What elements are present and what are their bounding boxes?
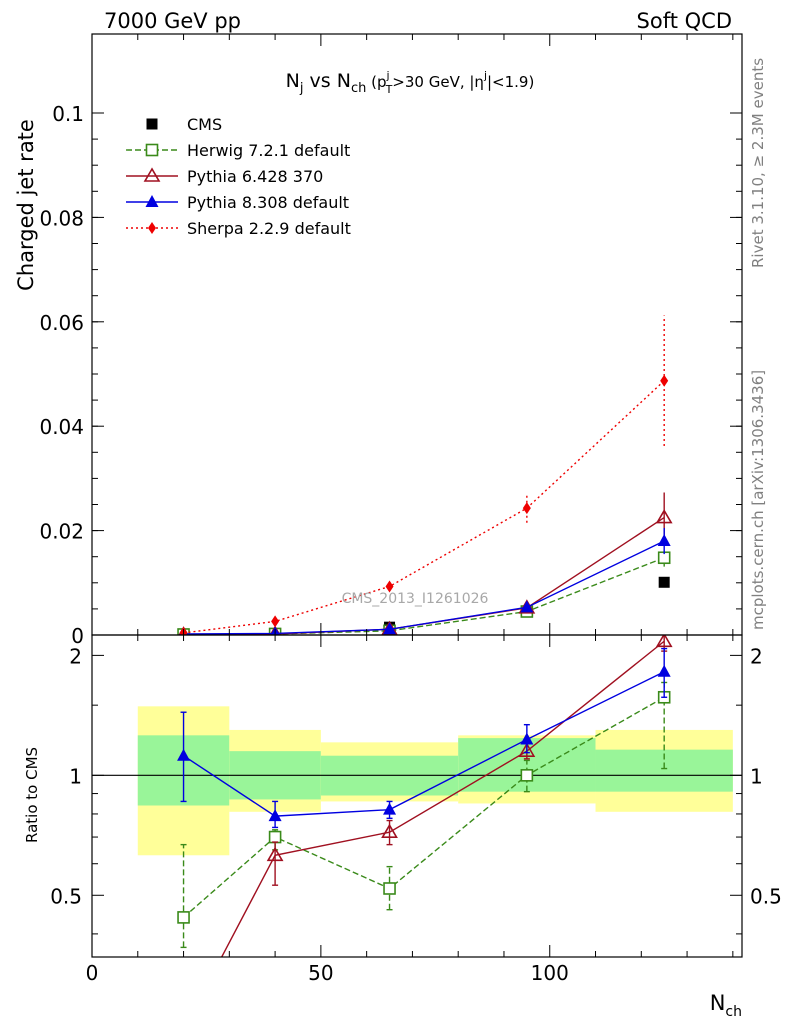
main-marker-pythia6	[655, 508, 673, 524]
main-series-line-pythia8	[183, 540, 665, 635]
x-axis-label: Nch	[710, 991, 742, 1020]
ratio-marker-herwig	[383, 882, 396, 895]
title-vs: vs	[304, 70, 337, 92]
title-n-sub: j	[299, 81, 304, 96]
legend-marker-sherpa	[148, 222, 156, 234]
main-marker-cms	[658, 576, 670, 588]
main-marker-pythia8	[520, 600, 534, 613]
ratio-y-tick-label: 2	[69, 644, 82, 668]
title-close: |<1.9)	[487, 73, 534, 91]
ratio-marker-pythia8	[520, 732, 534, 745]
ratio-series-line-pythia6	[220, 640, 665, 957]
ratio-y-tick-label-right: 0.5	[750, 884, 782, 908]
ratio-y-tick-label-right: 1	[750, 764, 763, 788]
ratio-x-tick-label: 100	[531, 961, 569, 985]
ratio-marker-pythia6	[655, 635, 673, 648]
main-y-tick-label: 0	[71, 624, 84, 648]
ratio-y-tick-label-right: 2	[750, 644, 763, 668]
legend-label-herwig: Herwig 7.2.1 default	[187, 141, 350, 160]
ratio-marker-pythia8	[383, 802, 397, 815]
title-n2-sub: ch	[351, 81, 366, 96]
legend-label-pythia6: Pythia 6.428 370	[187, 167, 323, 186]
title-n2: N	[337, 70, 351, 92]
legend-label-cms: CMS	[187, 115, 222, 134]
main-y-axis-label: Charged jet rate	[14, 119, 38, 291]
ratio-y-axis-label: Ratio to CMS	[23, 747, 41, 843]
main-y-tick-label: 0.1	[52, 102, 84, 126]
rivet-label: Rivet 3.1.10, ≥ 2.3M events	[749, 58, 767, 268]
legend-marker-cms	[146, 118, 158, 130]
main-marker-sherpa	[522, 502, 531, 515]
x-axis-label-sub: ch	[725, 1004, 742, 1020]
main-y-tick-label: 0.08	[39, 206, 84, 230]
legend-label-pythia8: Pythia 8.308 default	[187, 193, 349, 212]
main-y-tick-label: 0.04	[39, 415, 84, 439]
header-left: 7000 GeV pp	[104, 9, 241, 33]
title-pt-sub: T	[385, 83, 393, 96]
ratio-marker-herwig	[268, 830, 282, 844]
ratio-data-layer	[92, 635, 742, 957]
ratio-marker-herwig	[520, 769, 534, 782]
ratio-marker-pythia8	[268, 809, 282, 822]
ratio-marker-pythia6	[266, 846, 284, 862]
main-marker-sherpa	[660, 374, 669, 387]
legend-marker-pythia6	[143, 167, 161, 182]
title-eta-sup: j	[483, 69, 487, 82]
legend-label-sherpa: Sherpa 2.2.9 default	[187, 219, 351, 238]
x-axis-label-main: N	[710, 991, 726, 1015]
main-marker-pythia8	[383, 622, 397, 635]
ratio-x-tick-label: 50	[308, 961, 333, 985]
legend-marker-pythia8	[145, 195, 159, 207]
title-mid: >30 GeV, |η	[392, 73, 484, 91]
ratio-plot-panel: 0.5 0.5 1 1 2 2 0 50 100	[50, 634, 782, 985]
ratio-y-tick-label: 0.5	[50, 884, 82, 908]
ratio-marker-pythia6	[381, 823, 398, 838]
title-pt-sup: j	[386, 69, 390, 82]
ratio-y-tick-label: 1	[69, 764, 82, 788]
ratio-marker-herwig	[177, 911, 190, 924]
ratio-marker-pythia8	[177, 748, 191, 761]
ratio-marker-pythia6	[518, 742, 536, 757]
legend-marker-herwig	[145, 143, 159, 157]
plot-title: Nj vs Nch (pj T>30 GeV, |ηj|<1.9)	[286, 69, 535, 96]
main-marker-sherpa	[271, 615, 280, 628]
mcplots-label: mcplots.cern.ch [arXiv:1306.3436]	[749, 370, 767, 630]
ratio-plot-frame	[91, 634, 743, 958]
ratio-marker-pythia8	[657, 664, 671, 677]
header-right: Soft QCD	[637, 9, 732, 33]
ratio-x-tick-label: 0	[86, 961, 99, 985]
watermark: CMS_2013_I1261026	[342, 591, 489, 607]
title-n: N	[286, 70, 300, 92]
main-marker-sherpa	[385, 580, 394, 593]
title-open: (p	[366, 73, 386, 91]
main-y-tick-label: 0.02	[39, 520, 84, 544]
main-y-tick-label: 0.06	[39, 311, 84, 335]
main-plot-panel: 0 0.02 0.04 0.06 0.08 0.1 CMS Herwig 7.2.1 defa…	[39, 33, 743, 648]
main-marker-pythia8	[657, 534, 671, 547]
